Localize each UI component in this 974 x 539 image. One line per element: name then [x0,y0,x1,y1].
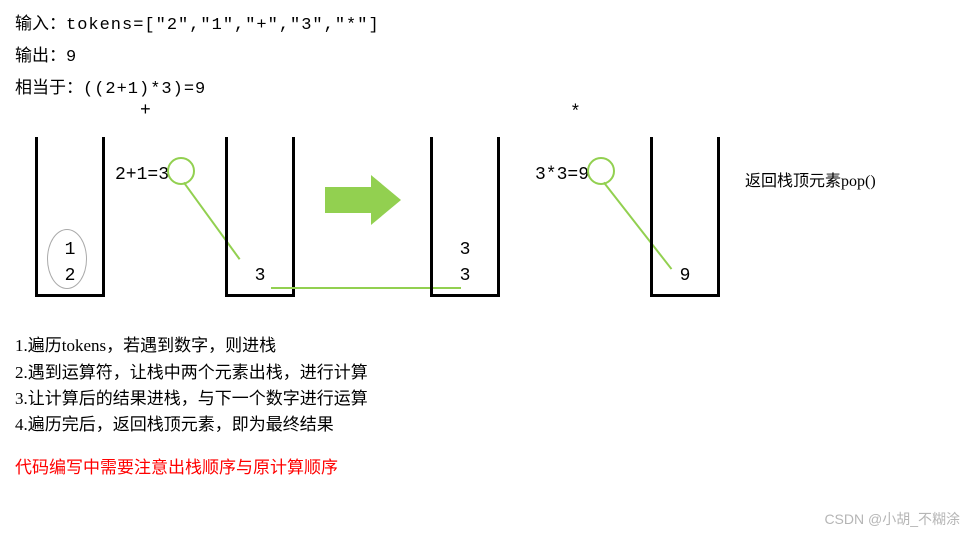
diagram-area: + * 1 2 2+1=3 3 3 3 3*3=9 9 返回栈顶元素pop() [15,107,959,327]
step-1: 1.遍历tokens，若遇到数字，则进栈 [15,333,959,359]
input-value: tokens=["2","1","+","3","*"] [66,16,380,35]
equiv-line: 相当于：((2+1)*3)=9 [15,76,959,102]
arrow-shaft [325,187,373,213]
stack3-bottom: 3 [433,266,497,286]
steps-list: 1.遍历tokens，若遇到数字，则进栈 2.遇到运算符，让栈中两个元素出栈，进… [15,333,959,438]
equiv-label: 相当于： [15,78,83,97]
stack4-bottom: 9 [653,266,717,286]
step-3: 3.让计算后的结果进栈，与下一个数字进行运算 [15,386,959,412]
output-label: 输出： [15,46,66,65]
stack3-top: 3 [433,240,497,260]
stack2-bottom: 3 [228,266,292,286]
equiv-value: ((2+1)*3)=9 [83,80,206,99]
red-note: 代码编写中需要注意出栈顺序与原计算顺序 [15,453,959,478]
watermark: CSDN @小胡_不糊涂 [824,509,960,529]
input-line: 输入：tokens=["2","1","+","3","*"] [15,12,959,38]
step-4: 4.遍历完后，返回栈顶元素，即为最终结果 [15,412,959,438]
oval-highlight [47,229,87,289]
calc1-label: 2+1=3 [115,165,169,185]
arrow-head-icon [371,175,401,225]
output-value: 9 [66,48,77,67]
output-line: 输出：9 [15,44,959,70]
step-2: 2.遇到运算符，让栈中两个元素出栈，进行计算 [15,360,959,386]
circle-result-3 [167,157,195,185]
calc2-label: 3*3=9 [535,165,589,185]
stack-3: 3 3 [430,137,500,297]
op-star: * [570,103,581,123]
input-label: 输入： [15,14,66,33]
circle-result-9 [587,157,615,185]
return-note: 返回栈顶元素pop() [745,167,876,191]
stack-2: 3 [225,137,295,297]
op-plus: + [140,101,151,121]
stack-4: 9 [650,137,720,297]
